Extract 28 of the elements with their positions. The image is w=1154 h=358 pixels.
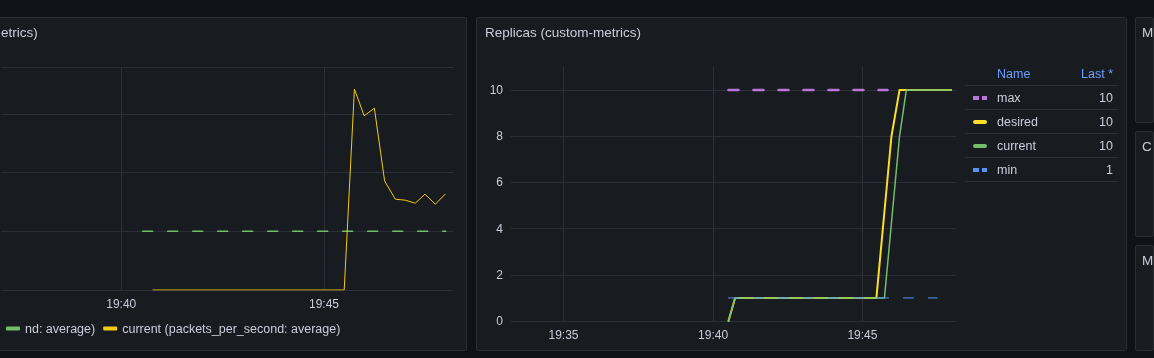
legend-title: Name	[997, 66, 1032, 81]
y-tick-label: 4	[496, 221, 504, 236]
legend-label: desired	[997, 114, 1039, 129]
y-tick-label: 8	[496, 129, 504, 144]
chart-title: Replicas (custom-metrics)	[485, 25, 642, 40]
x-tick-label: 19:40	[698, 328, 729, 342]
legend-label: current (packets_per_second: average)	[122, 321, 341, 336]
x-tick-label: 19:45	[308, 297, 340, 311]
text: 1	[1105, 162, 1114, 177]
text: Last *	[1080, 66, 1114, 81]
text: 10	[1098, 90, 1114, 105]
x-tick-label: 19:35	[548, 328, 579, 342]
legend-label: current	[997, 138, 1037, 153]
legend-label: max	[997, 90, 1022, 105]
chart-title: etrics)	[1, 25, 38, 40]
y-tick-label: 2	[496, 267, 504, 282]
text: C	[1142, 139, 1152, 154]
text: 10	[1098, 138, 1114, 153]
x-tick-label: 19:40	[106, 297, 137, 311]
legend-label: min	[997, 162, 1019, 177]
text: M	[1142, 25, 1154, 40]
text: 10	[1098, 114, 1114, 129]
x-tick-label: 19:45	[847, 328, 878, 342]
y-tick-label: 6	[496, 175, 504, 190]
y-tick-label: 10	[489, 83, 504, 98]
text: M	[1142, 253, 1154, 268]
y-tick-label: 0	[496, 314, 504, 328]
legend-label: nd: average)	[25, 321, 96, 336]
